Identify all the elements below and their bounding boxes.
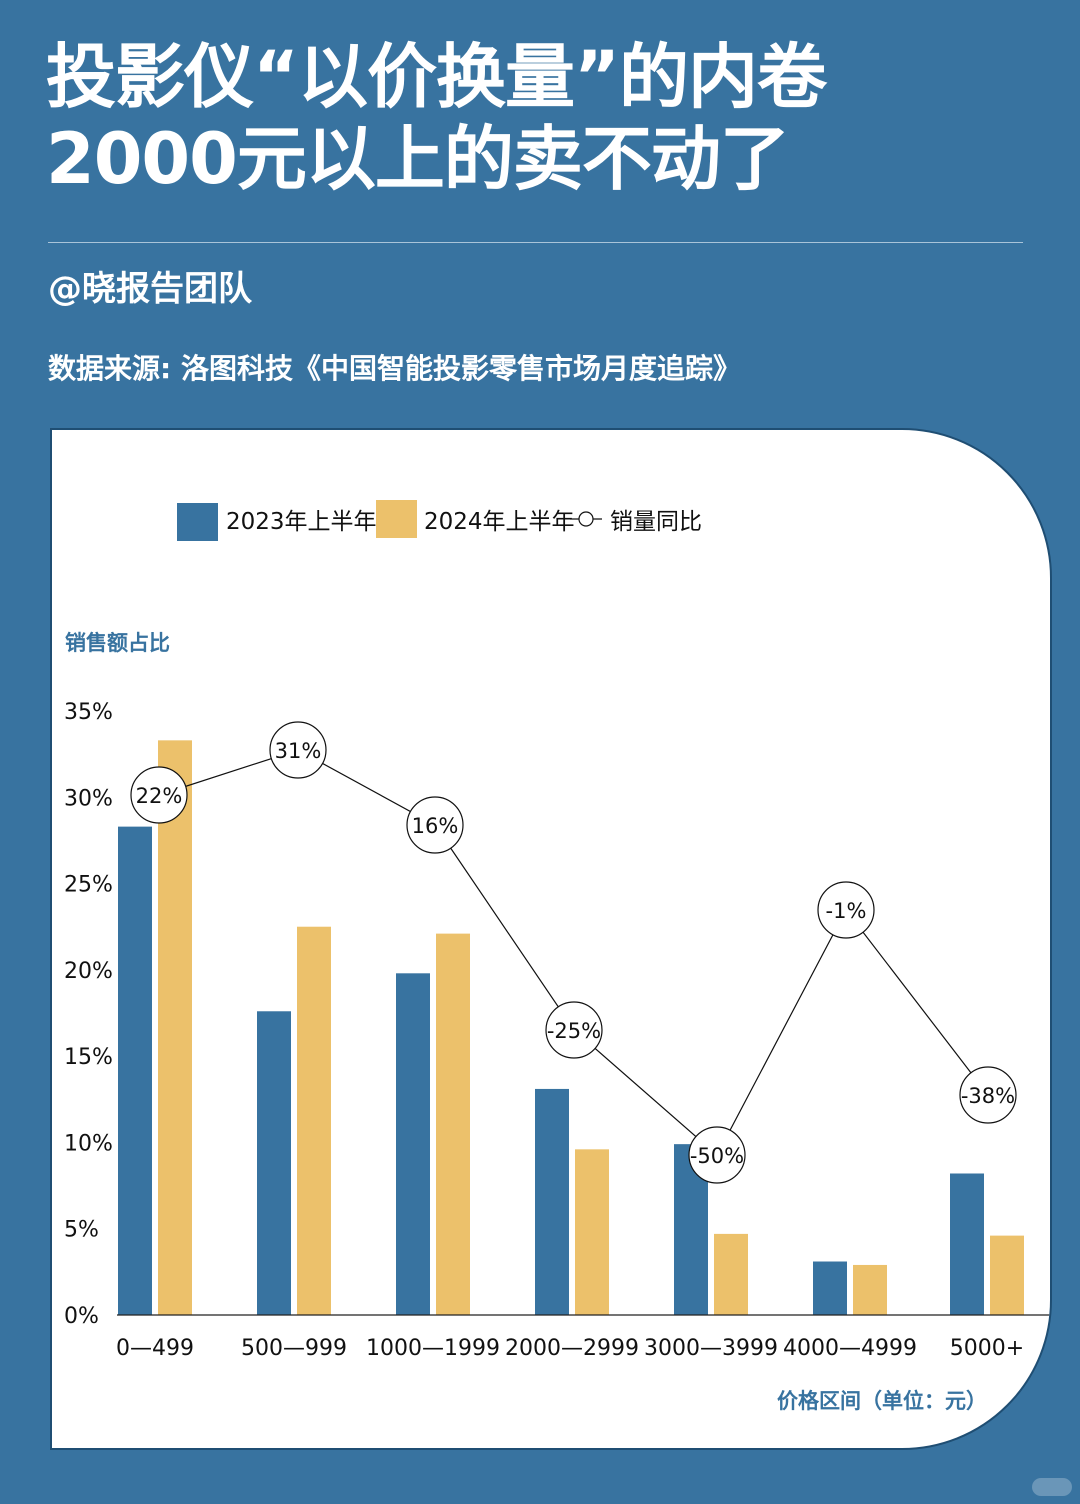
yoy-marker-5 [817, 881, 875, 939]
yoy-label-2: 16% [412, 814, 459, 838]
x-tick-label: 3000—3999 [644, 1336, 778, 1361]
x-tick-label: 500—999 [241, 1336, 347, 1361]
title-line-1: 投影仪“以价换量”的内卷 [46, 36, 827, 118]
yoy-label-1: 31% [275, 739, 322, 763]
legend-swatch-2024 [376, 500, 417, 538]
bar-2023-5 [813, 1261, 847, 1315]
yoy-marker-3 [545, 1001, 603, 1059]
yoy-marker-4 [688, 1126, 746, 1184]
bar-2023-2 [396, 973, 430, 1315]
author-label: @晓报告团队 [48, 269, 252, 309]
yoy-label-6: -38% [961, 1084, 1015, 1108]
bar-2024-4 [714, 1233, 748, 1315]
legend-circle-marker [578, 511, 594, 527]
yoy-marker-1 [269, 721, 327, 779]
title-line-2: 2000元以上的卖不动了 [46, 118, 790, 200]
yoy-label-4: -50% [690, 1144, 744, 1168]
bar-2023-6 [950, 1173, 984, 1315]
y-axis-ticks: 0% 5% 10% 15% 20% 25% 30% 35% [64, 700, 113, 1329]
x-tick-label: 0—499 [116, 1336, 194, 1361]
bar-2024-5 [853, 1264, 887, 1315]
bars [118, 740, 1024, 1315]
chart-card: 2023年上半年 2024年上半年 销量同比 销售额占比 价格区间（单位：元） … [50, 428, 1052, 1450]
y-tick-label: 35% [64, 700, 113, 725]
x-tick-label: 5000+ [950, 1336, 1024, 1361]
bar-2024-2 [436, 933, 470, 1315]
bar-2024-1 [297, 926, 331, 1315]
yoy-label-3: -25% [547, 1019, 601, 1043]
bar-2023-1 [257, 1011, 291, 1315]
x-axis-ticks: 0—499 500—999 1000—1999 2000—2999 3000—3999 4… [116, 1336, 1024, 1361]
legend-label-2024: 2024年上半年 [424, 509, 575, 535]
header-divider [48, 242, 1023, 243]
yoy-label-0: 22% [136, 784, 183, 808]
bar-2024-6 [990, 1235, 1024, 1315]
legend: 2023年上半年 2024年上半年 销量同比 [177, 500, 702, 541]
x-axis-title: 价格区间（单位：元） [777, 1389, 987, 1413]
sales-share-chart: 2023年上半年 2024年上半年 销量同比 销售额占比 价格区间（单位：元） … [64, 500, 1050, 1413]
legend-label-yoy: 销量同比 [610, 509, 702, 535]
y-tick-label: 20% [64, 959, 113, 984]
bar-2023-0 [118, 826, 152, 1315]
watermark-badge [1032, 1478, 1072, 1496]
yoy-marker-0 [130, 766, 188, 824]
yoy-marker-6 [959, 1066, 1017, 1124]
yoy-marker-2 [406, 796, 464, 854]
bar-2024-3 [575, 1149, 609, 1315]
page-title: 投影仪“以价换量”的内卷 2000元以上的卖不动了 [46, 36, 827, 200]
yoy-line: 22% 31% 16% -25% -50% -1% -38% [130, 721, 1017, 1184]
source-note: 数据来源: 洛图科技《中国智能投影零售市场月度追踪》 [48, 352, 741, 385]
legend-label-2023: 2023年上半年 [226, 509, 377, 535]
x-tick-label: 4000—4999 [783, 1336, 917, 1361]
y-tick-label: 5% [64, 1218, 99, 1243]
y-tick-label: 15% [64, 1045, 113, 1070]
y-tick-label: 30% [64, 786, 113, 811]
bar-2024-0 [158, 740, 192, 1315]
y-axis-title: 销售额占比 [65, 631, 170, 655]
x-tick-label: 2000—2999 [505, 1336, 639, 1361]
legend-swatch-2023 [177, 503, 218, 541]
y-tick-label: 25% [64, 873, 113, 898]
yoy-label-5: -1% [826, 899, 867, 923]
bar-2023-3 [535, 1088, 569, 1315]
y-tick-label: 10% [64, 1131, 113, 1156]
y-tick-label: 0% [64, 1304, 99, 1329]
x-tick-label: 1000—1999 [366, 1336, 500, 1361]
